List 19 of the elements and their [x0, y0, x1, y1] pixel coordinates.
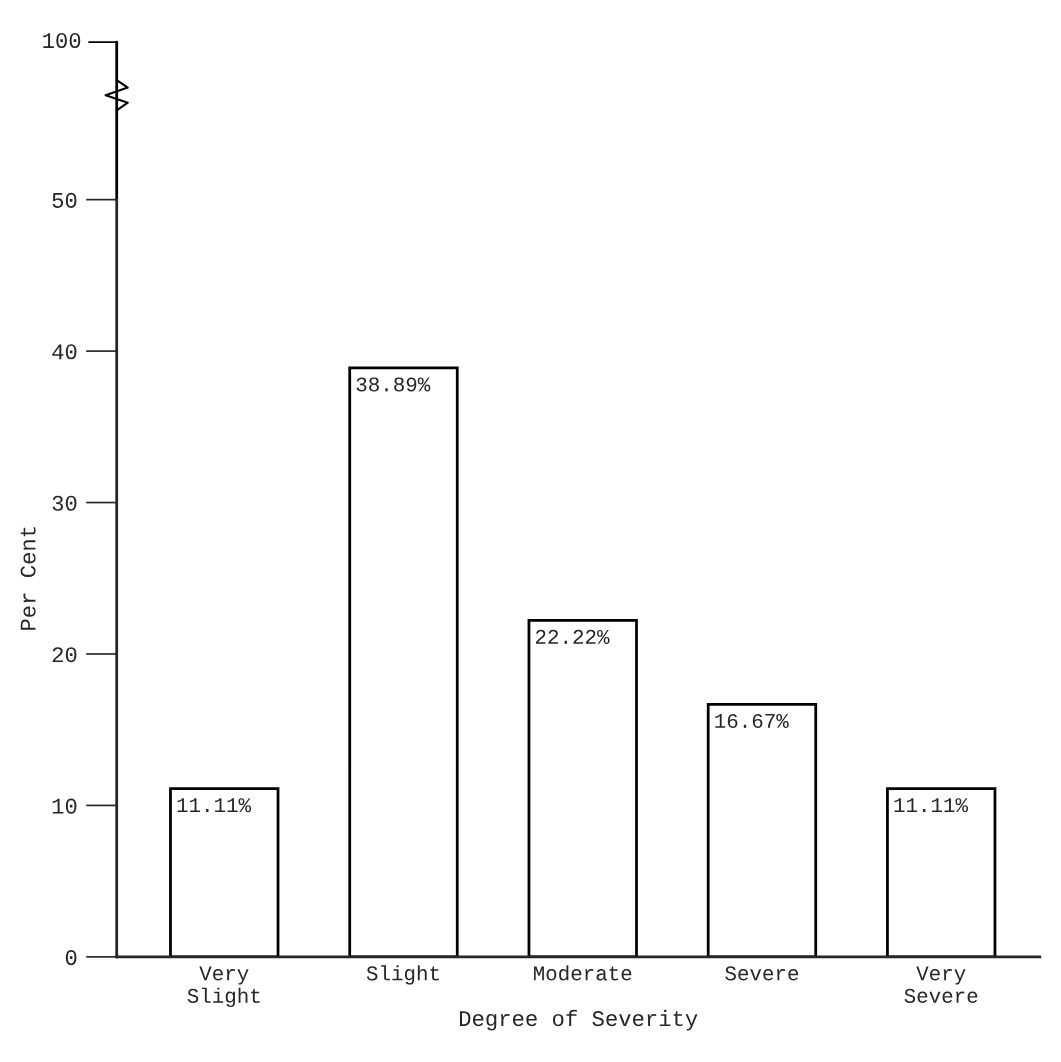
y-tick-label: 40 — [52, 344, 77, 360]
y-tick-label: 50 — [52, 192, 77, 208]
x-tick-label: Very Slight — [187, 966, 260, 1008]
y-tick-label: 0 — [65, 950, 77, 966]
x-tick-label: Moderate — [534, 965, 632, 981]
data-label: 22.22% — [535, 629, 610, 644]
y-tick-label: 30 — [52, 495, 77, 511]
y-tick-label: 20 — [52, 647, 77, 663]
y-axis-title: Per Cent — [20, 527, 36, 630]
data-label: 11.11% — [177, 798, 252, 813]
x-tick-label: Very Severe — [904, 966, 978, 1003]
x-tick-label: Slight — [366, 965, 439, 985]
x-tick-label: Severe — [725, 966, 799, 981]
data-label: 16.67% — [715, 713, 789, 729]
data-label: 38.89% — [356, 377, 431, 392]
text: 100 — [43, 33, 81, 49]
y-tick-label: 10 — [52, 798, 77, 814]
data-label: 11.11% — [894, 798, 969, 813]
x-axis-title: Degree of Severity — [459, 1009, 698, 1031]
